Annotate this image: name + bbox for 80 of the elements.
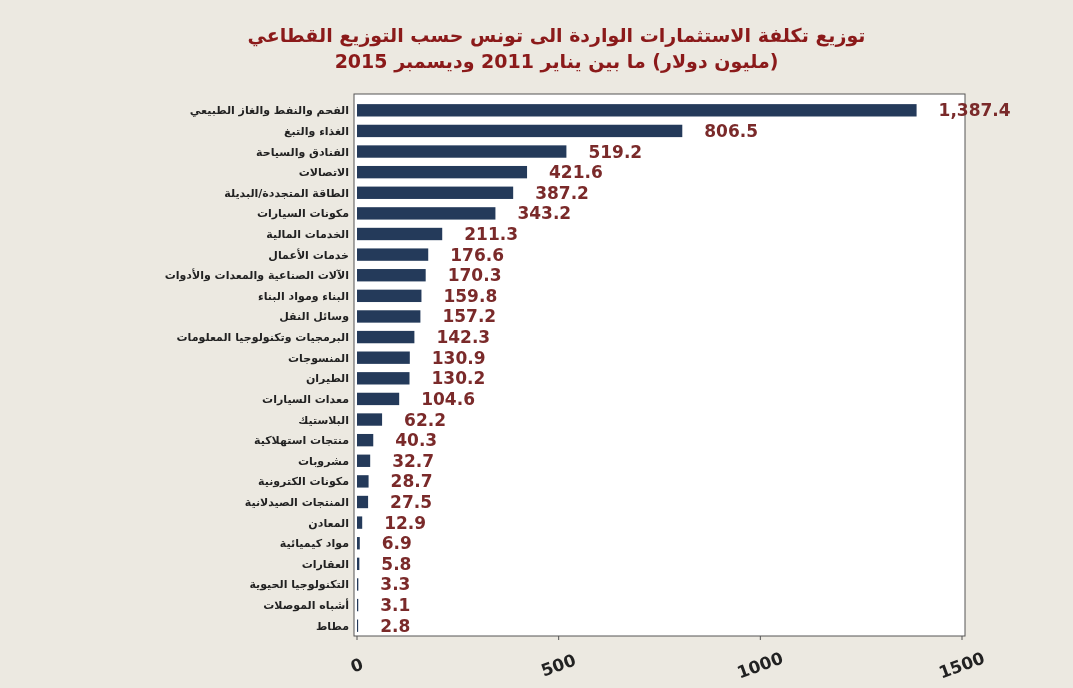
data-label: 1,387.4 (938, 100, 1011, 121)
data-label: 104.6 (421, 388, 475, 409)
bar (357, 165, 528, 179)
bar (357, 495, 369, 509)
y-tick-label: مكونات الكترونية (257, 475, 349, 489)
bar (357, 186, 514, 199)
y-tick-label: وسائل النقل (279, 310, 350, 324)
y-tick-label: المنتجات الصيدلانية (244, 496, 349, 509)
y-tick-label: مواد كيميائية (279, 537, 349, 551)
y-tick-label: خدمات الأعمال (268, 247, 349, 262)
data-label: 12.9 (384, 512, 427, 533)
data-label: 32.7 (392, 450, 435, 471)
bar (357, 248, 429, 261)
bar (357, 124, 683, 138)
data-label: 142.3 (436, 327, 491, 348)
y-tick-label: البناء ومواد البناء (258, 289, 349, 303)
y-tick-label: مكونات السيارات (256, 207, 349, 221)
bar (357, 372, 410, 385)
y-tick-label: أشباه الموصلات (263, 598, 349, 613)
data-label: 40.3 (395, 430, 438, 451)
x-tick-label: 1000 (734, 647, 786, 683)
data-label: 5.8 (381, 553, 412, 574)
bar (357, 104, 917, 117)
y-tick-label: الطاقة المتجددة/البديلة (224, 186, 349, 200)
y-tick-label: الاتصالات (298, 166, 349, 180)
data-label: 2.8 (380, 615, 411, 636)
x-tick-label: 500 (538, 649, 579, 681)
x-tick-label: 0 (347, 653, 366, 677)
y-tick-label: الآلات الصناعية والمعدات والأدوات (164, 268, 349, 283)
y-tick-label: المنسوجات (288, 351, 349, 365)
bar (357, 310, 421, 323)
data-label: 176.6 (450, 244, 505, 265)
bar (357, 516, 363, 529)
y-tick-label: الغذاء والتبغ (284, 124, 349, 138)
y-tick-label: الفنادق والسياحة (256, 145, 349, 159)
y-tick-label: منتجات استهلاكية (254, 434, 349, 448)
data-label: 130.2 (431, 368, 486, 389)
bar (357, 330, 415, 344)
chart-title: توزيع تكلفة الاستثمارات الواردة الى تونس حسب التوزيع القطاعي (247, 24, 866, 47)
data-label: 3.1 (380, 595, 411, 616)
data-label: 806.5 (704, 120, 759, 141)
y-tick-label: البرمجيات وتكنولوجيا المعلومات (176, 331, 349, 345)
y-tick-label: العقارات (301, 557, 349, 571)
bar (357, 227, 443, 241)
bar (357, 433, 374, 447)
data-label: 421.6 (549, 162, 603, 183)
y-tick-label: مشروبات (298, 454, 349, 468)
data-label: 211.3 (464, 224, 519, 244)
chart-subtitle: (مليون دولار) ما بين يناير 2011 وديسمبر 2015 (334, 50, 779, 73)
bar (357, 207, 496, 220)
bar (357, 351, 410, 364)
y-tick-label: مطاط (315, 619, 349, 633)
data-label: 27.5 (390, 492, 433, 512)
bar (357, 269, 426, 282)
bar (357, 392, 400, 406)
data-label: 387.2 (535, 182, 589, 203)
y-tick-label: الفحم والنفط والغاز الطبيعي (189, 104, 349, 118)
bar (357, 475, 369, 488)
bar (357, 145, 567, 158)
data-label: 130.9 (431, 347, 486, 368)
bar (357, 454, 371, 467)
data-label: 343.2 (517, 203, 572, 224)
y-tick-label: معدات السيارات (262, 392, 349, 406)
bar (357, 289, 422, 303)
data-label: 6.9 (381, 533, 412, 554)
x-tick-label: 1500 (936, 647, 988, 683)
data-label: 62.2 (404, 409, 447, 430)
data-label: 519.2 (588, 141, 643, 162)
bar (357, 537, 360, 550)
y-tick-label: البلاستيك (298, 413, 349, 427)
data-label: 3.3 (380, 574, 411, 595)
y-tick-label: الطيران (305, 372, 349, 386)
data-label: 159.8 (443, 285, 498, 306)
data-label: 170.3 (447, 265, 502, 286)
data-label: 28.7 (390, 471, 433, 492)
y-tick-label: التكنولوجيا الحيوية (249, 578, 349, 592)
data-label: 157.2 (442, 306, 497, 327)
y-tick-label: المعادن (308, 516, 349, 530)
bar (357, 413, 383, 426)
y-tick-label: الخدمات المالية (266, 228, 349, 241)
